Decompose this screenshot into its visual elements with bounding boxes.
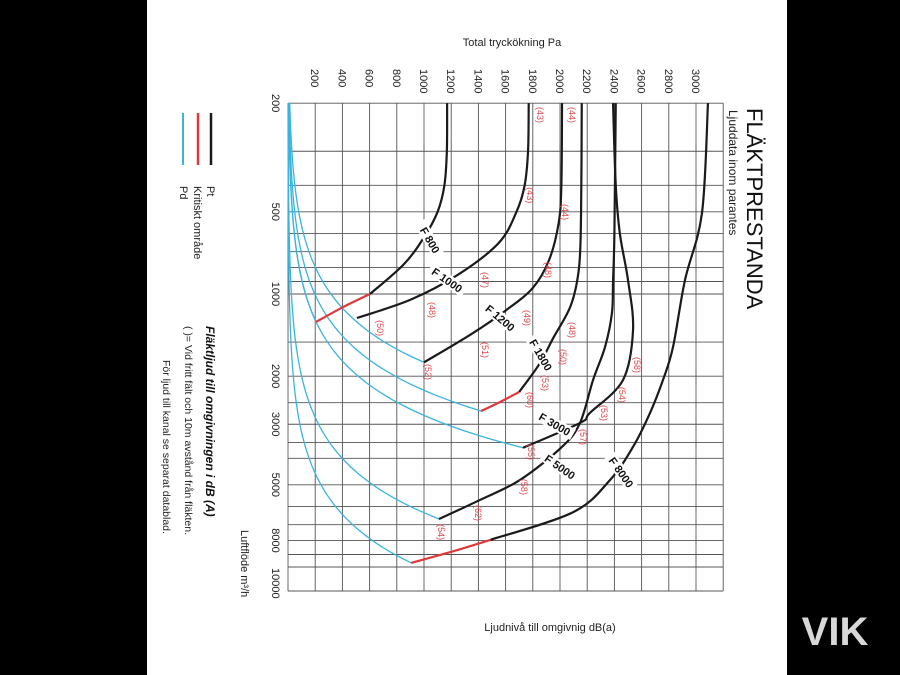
y-tick-label: 8000 xyxy=(269,528,281,552)
x-tick-label: 200 xyxy=(308,69,320,87)
pd-curve xyxy=(288,103,524,449)
curve-label-bg xyxy=(426,263,468,298)
sound-level-label: (44) xyxy=(567,107,577,123)
sound-level-label: (50) xyxy=(375,320,385,336)
sound-level-label: (43) xyxy=(525,187,535,203)
legend-label-pt: Pt xyxy=(204,186,216,196)
sound-level-label: (58) xyxy=(519,479,529,495)
sound-level-label: (53) xyxy=(540,375,550,391)
pd-curve xyxy=(288,103,482,412)
sound-level-label: (48) xyxy=(543,262,553,278)
x-tick-label: 2400 xyxy=(607,69,619,93)
sound-level-label: (54) xyxy=(436,524,446,540)
pt-curve xyxy=(369,103,449,295)
x-tick-label: 3000 xyxy=(689,69,701,93)
notes-line-2: För ljud till kanal se separat datablad. xyxy=(160,360,172,534)
x-tick-label: 1800 xyxy=(526,69,538,93)
pt-curve xyxy=(490,103,710,541)
legend-label-critical: Kritiskt område xyxy=(191,186,203,259)
pt-curve xyxy=(356,103,530,320)
chart-subtitle: Ljuddata inom parantes xyxy=(726,110,740,235)
curve-label-bg xyxy=(533,408,576,440)
critical-segment xyxy=(480,391,520,413)
critical-segment xyxy=(315,293,371,323)
x-tick-label: 2800 xyxy=(662,69,674,93)
sound-level-label: (57) xyxy=(578,429,588,445)
notes-line-1: ( )= Vid fritt fält och 10m avstånd från… xyxy=(182,326,194,535)
sound-level-label: (49) xyxy=(522,310,532,326)
x-tick-label: 1600 xyxy=(499,69,511,93)
sound-level-label: (53) xyxy=(599,405,609,421)
x-axis-title: Total tryckökning Pa xyxy=(463,37,562,49)
x-tick-label: 400 xyxy=(335,69,347,87)
pt-curve xyxy=(522,103,635,449)
sound-level-label: (43) xyxy=(535,107,545,123)
y-tick-label: 200 xyxy=(269,94,281,112)
x-tick-label: 600 xyxy=(363,69,375,87)
y-tick-label: 1000 xyxy=(269,282,281,306)
curve-label-bg xyxy=(604,451,639,493)
curve-label-bg xyxy=(480,299,521,337)
sound-level-label: (58) xyxy=(632,357,642,373)
x-tick-label: 800 xyxy=(390,69,402,87)
sound-level-label: (47) xyxy=(480,272,490,288)
sound-level-label: (55) xyxy=(526,444,536,460)
pt-curve xyxy=(423,103,564,364)
legend-label-pd: Pd xyxy=(177,186,189,199)
pt-curve xyxy=(438,103,617,520)
pd-curve xyxy=(287,103,412,564)
x-tick-label: 1000 xyxy=(417,69,429,93)
bottom-axis-title: Ljudnivå till omgivnig dB(a) xyxy=(484,622,615,634)
notes-heading: Fläktljud till omgivningen i dB (A) xyxy=(203,326,217,517)
notes: Fläktljud till omgivningen i dB (A) ( )=… xyxy=(160,326,217,535)
y-tick-label: 2000 xyxy=(269,364,281,388)
sound-level-label: (48) xyxy=(567,322,577,338)
sound-level-label: (54) xyxy=(617,387,627,403)
x-tick-label: 2000 xyxy=(553,69,565,93)
pd-curve xyxy=(289,103,425,363)
watermark: VIK xyxy=(802,610,869,654)
pt-curves xyxy=(315,103,710,564)
legend: Pt Kritiskt område Pd xyxy=(177,113,216,259)
y-tick-label: 3000 xyxy=(269,412,281,436)
x-tick-label: 1400 xyxy=(471,69,483,93)
curve-label-bg xyxy=(525,333,557,377)
sound-level-label: (44) xyxy=(560,204,570,220)
curve-label-bg xyxy=(539,449,581,484)
x-tick-label: 1200 xyxy=(444,69,456,93)
sound-level-label: (48) xyxy=(427,302,437,318)
y-tick-label: 500 xyxy=(269,203,281,221)
x-tick-label: 2200 xyxy=(580,69,592,93)
sound-level-label: (52) xyxy=(423,364,433,380)
y-axis-title: Luftflöde m³/h xyxy=(238,530,250,597)
sound-level-label: (60) xyxy=(525,392,535,408)
pd-curves xyxy=(287,103,524,564)
sound-level-label: (62) xyxy=(473,505,483,521)
y-tick-label: 10000 xyxy=(269,568,281,599)
sound-level-label: (51) xyxy=(480,342,490,358)
sound-level-label: (50) xyxy=(558,349,568,365)
x-tick-label: 2600 xyxy=(635,69,647,93)
critical-segment xyxy=(410,538,491,564)
y-tick-label: 5000 xyxy=(269,473,281,497)
chart-title: FLÄKTPRESTANDA xyxy=(742,108,767,310)
curve-label-bg xyxy=(414,218,446,262)
